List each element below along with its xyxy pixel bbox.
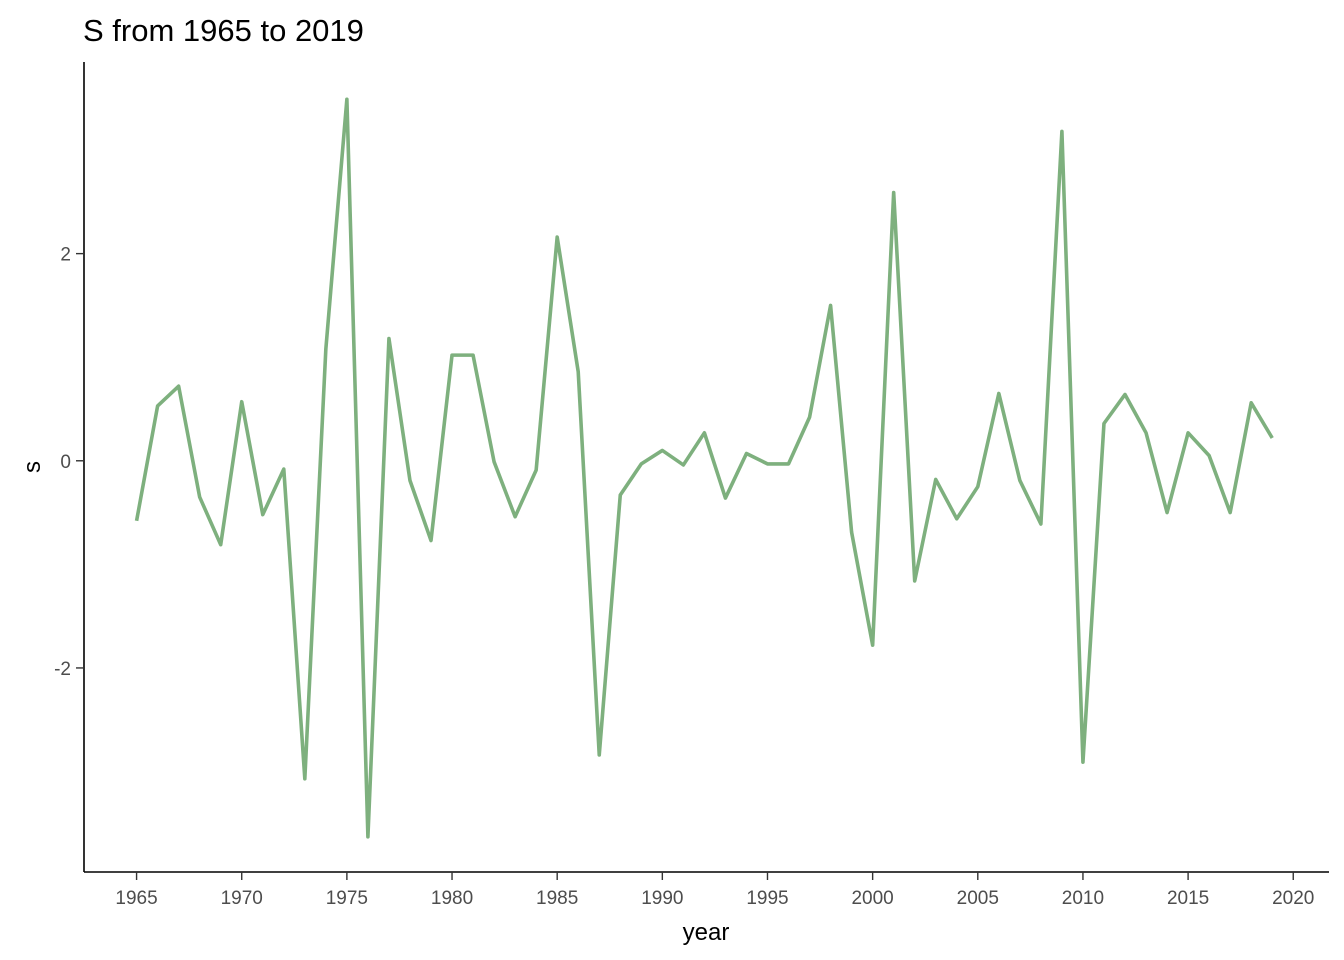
data-point <box>913 579 917 583</box>
data-point <box>786 462 790 466</box>
data-point <box>492 460 496 464</box>
data-point <box>387 336 391 340</box>
data-point <box>155 404 159 408</box>
data-point <box>1207 453 1211 457</box>
data-point <box>1102 421 1106 425</box>
data-point <box>1228 510 1232 514</box>
data-point <box>828 303 832 307</box>
x-tick-label: 2005 <box>957 888 999 909</box>
x-tick-label: 2020 <box>1272 888 1314 909</box>
data-point <box>870 643 874 647</box>
data-point <box>744 451 748 455</box>
data-point <box>450 353 454 357</box>
data-point <box>997 391 1001 395</box>
x-axis-title: year <box>683 919 730 946</box>
data-point <box>723 496 727 500</box>
x-tick-label: 2015 <box>1167 888 1209 909</box>
y-axis-title: s <box>19 461 46 473</box>
data-point <box>176 384 180 388</box>
data-point <box>597 753 601 757</box>
data-point <box>261 512 265 516</box>
y-tick-label: 0 <box>60 452 71 473</box>
y-tick-label: -2 <box>54 659 71 680</box>
series-line <box>134 97 1274 839</box>
data-point <box>955 517 959 521</box>
data-point <box>240 400 244 404</box>
data-point <box>513 515 517 519</box>
data-point <box>197 495 201 499</box>
data-point <box>1039 522 1043 526</box>
data-point <box>219 542 223 546</box>
x-tick-label: 1995 <box>746 888 788 909</box>
x-tick-label: 1990 <box>641 888 683 909</box>
data-point <box>324 347 328 351</box>
data-point <box>702 431 706 435</box>
data-point <box>681 463 685 467</box>
x-tick-label: 2010 <box>1062 888 1104 909</box>
data-point <box>891 190 895 194</box>
data-point <box>1123 392 1127 396</box>
x-tick-label: 1975 <box>326 888 368 909</box>
chart-title: S from 1965 to 2019 <box>83 13 364 48</box>
data-point <box>1018 478 1022 482</box>
plot-area <box>83 62 1329 873</box>
data-point <box>1186 431 1190 435</box>
x-tick-label: 1980 <box>431 888 473 909</box>
data-point <box>345 97 349 101</box>
data-point <box>282 467 286 471</box>
data-point <box>303 777 307 781</box>
data-point <box>934 477 938 481</box>
x-tick-label: 2000 <box>851 888 893 909</box>
data-point <box>429 538 433 542</box>
data-point <box>849 530 853 534</box>
data-point <box>366 835 370 839</box>
data-point <box>534 468 538 472</box>
series-layer <box>134 97 1274 839</box>
x-tick-label: 1965 <box>115 888 157 909</box>
data-point <box>576 370 580 374</box>
x-tick-label: 1970 <box>221 888 263 909</box>
y-axis: -2 0 2 <box>54 245 84 680</box>
data-point <box>976 484 980 488</box>
data-point <box>618 493 622 497</box>
data-point <box>471 353 475 357</box>
data-point <box>1060 129 1064 133</box>
data-point <box>555 235 559 239</box>
data-point <box>134 519 138 523</box>
data-point <box>1270 436 1274 440</box>
data-point <box>1249 401 1253 405</box>
data-point <box>660 448 664 452</box>
x-axis: 1965 1970 1975 1980 1985 1990 1995 2000 2005 2010… <box>115 872 1314 909</box>
data-point <box>765 462 769 466</box>
data-point <box>807 415 811 419</box>
y-tick-label: 2 <box>60 245 71 266</box>
data-point <box>408 478 412 482</box>
data-point <box>1144 431 1148 435</box>
data-point <box>1081 760 1085 764</box>
data-point <box>1165 510 1169 514</box>
data-point <box>639 462 643 466</box>
x-tick-label: 1985 <box>536 888 578 909</box>
